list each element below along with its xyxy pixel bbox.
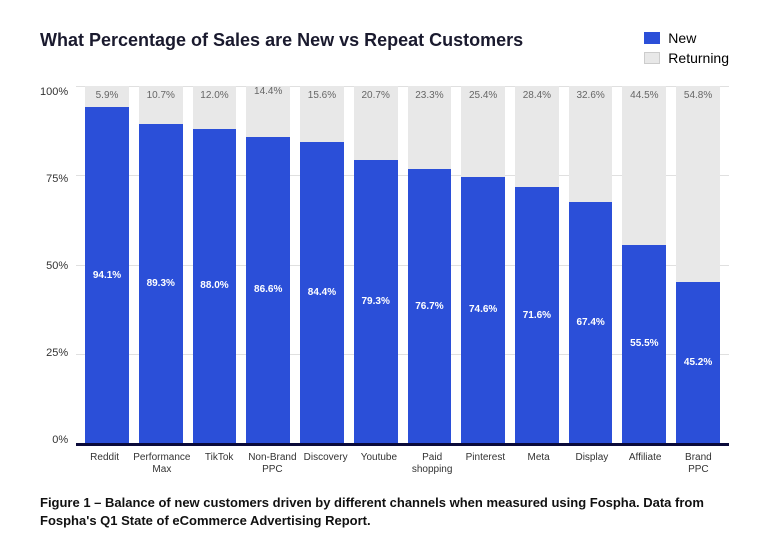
returning-value-label: 5.9% xyxy=(85,90,129,101)
segment-new: 45.2% xyxy=(676,282,720,443)
segment-new: 84.4% xyxy=(300,142,344,443)
bar-column: 12.0% 88.0% xyxy=(188,86,242,443)
x-axis-label: Brand PPC xyxy=(672,452,725,476)
bar-stack: 23.3% 76.7% xyxy=(408,86,452,443)
x-axis-label: Affiliate xyxy=(619,452,672,476)
bar-stack: 54.8% 45.2% xyxy=(676,86,720,443)
segment-new: 76.7% xyxy=(408,169,452,443)
bar-column: 10.7% 89.3% xyxy=(134,86,188,443)
returning-value-label: 14.4% xyxy=(246,86,290,97)
bar-stack: 25.4% 74.6% xyxy=(461,86,505,443)
x-axis-label: Non-Brand PPC xyxy=(246,452,299,476)
y-tick: 100% xyxy=(40,86,68,98)
x-axis-label: Display xyxy=(565,452,618,476)
segment-new: 88.0% xyxy=(193,129,237,443)
returning-value-label: 44.5% xyxy=(622,90,666,101)
x-axis-label: Performance Max xyxy=(131,452,192,476)
bar-stack: 15.6% 84.4% xyxy=(300,86,344,443)
bar-stack: 44.5% 55.5% xyxy=(622,86,666,443)
bar-column: 15.6% 84.4% xyxy=(295,86,349,443)
y-tick: 50% xyxy=(46,260,68,272)
chart-area: 100% 75% 50% 25% 0% 5.9%94.1%10.7%89.3%1… xyxy=(40,86,729,446)
x-axis-label: Meta xyxy=(512,452,565,476)
y-tick: 25% xyxy=(46,347,68,359)
x-axis-label: TikTok xyxy=(193,452,246,476)
figure-caption: Figure 1 – Balance of new customers driv… xyxy=(40,494,729,530)
segment-new: 89.3% xyxy=(139,124,183,443)
returning-value-label: 23.3% xyxy=(408,90,452,101)
bar-stack: 10.7% 89.3% xyxy=(139,86,183,443)
x-axis-label: Discovery xyxy=(299,452,352,476)
returning-value-label: 32.6% xyxy=(569,90,613,101)
segment-new: 71.6% xyxy=(515,187,559,443)
bar-stack: 28.4% 71.6% xyxy=(515,86,559,443)
segment-returning xyxy=(676,86,720,282)
chart-header: What Percentage of Sales are New vs Repe… xyxy=(40,30,729,66)
plot-area: 5.9%94.1%10.7%89.3%12.0%88.0%14.4%86.6%1… xyxy=(76,86,729,446)
returning-value-label: 28.4% xyxy=(515,90,559,101)
chart-title: What Percentage of Sales are New vs Repe… xyxy=(40,30,523,51)
segment-returning xyxy=(622,86,666,245)
segment-returning xyxy=(569,86,613,202)
x-axis-label: Paid shopping xyxy=(406,452,459,476)
x-axis-labels: RedditPerformance MaxTikTokNon-Brand PPC… xyxy=(74,446,729,476)
bar-column: 54.8% 45.2% xyxy=(671,86,725,443)
returning-value-label: 12.0% xyxy=(193,90,237,101)
y-axis: 100% 75% 50% 25% 0% xyxy=(40,86,76,446)
legend: New Returning xyxy=(644,30,729,66)
segment-new: 55.5% xyxy=(622,245,666,443)
bar-column: 25.4% 74.6% xyxy=(456,86,510,443)
returning-value-label: 54.8% xyxy=(676,90,720,101)
bar-column: 5.9% 94.1% xyxy=(80,86,134,443)
bar-column: 32.6% 67.4% xyxy=(564,86,618,443)
legend-swatch-new xyxy=(644,32,660,44)
legend-swatch-returning xyxy=(644,52,660,64)
bar-column: 28.4% 71.6% xyxy=(510,86,564,443)
segment-new: 79.3% xyxy=(354,160,398,443)
x-axis-label: Youtube xyxy=(352,452,405,476)
bars-container: 5.9%94.1%10.7%89.3%12.0%88.0%14.4%86.6%1… xyxy=(76,86,729,443)
bar-column: 14.4% 86.6% xyxy=(241,86,295,443)
x-axis-label: Reddit xyxy=(78,452,131,476)
returning-value-label: 15.6% xyxy=(300,90,344,101)
bar-stack: 20.7% 79.3% xyxy=(354,86,398,443)
legend-item-new: New xyxy=(644,30,729,46)
bar-column: 23.3% 76.7% xyxy=(403,86,457,443)
segment-new: 86.6% xyxy=(246,137,290,443)
bar-stack: 14.4% 86.6% xyxy=(246,86,290,443)
returning-value-label: 10.7% xyxy=(139,90,183,101)
segment-new: 67.4% xyxy=(569,202,613,443)
bar-column: 20.7% 79.3% xyxy=(349,86,403,443)
segment-returning xyxy=(515,86,559,187)
segment-new: 74.6% xyxy=(461,177,505,443)
y-tick: 0% xyxy=(52,434,68,446)
returning-value-label: 20.7% xyxy=(354,90,398,101)
y-tick: 75% xyxy=(46,173,68,185)
legend-label-new: New xyxy=(668,30,696,46)
returning-value-label: 25.4% xyxy=(461,90,505,101)
x-axis-label: Pinterest xyxy=(459,452,512,476)
legend-item-returning: Returning xyxy=(644,50,729,66)
bar-stack: 32.6% 67.4% xyxy=(569,86,613,443)
legend-label-returning: Returning xyxy=(668,50,729,66)
bar-stack: 5.9% 94.1% xyxy=(85,86,129,443)
segment-new: 94.1% xyxy=(85,107,129,443)
bar-column: 44.5% 55.5% xyxy=(617,86,671,443)
bar-stack: 12.0% 88.0% xyxy=(193,86,237,443)
